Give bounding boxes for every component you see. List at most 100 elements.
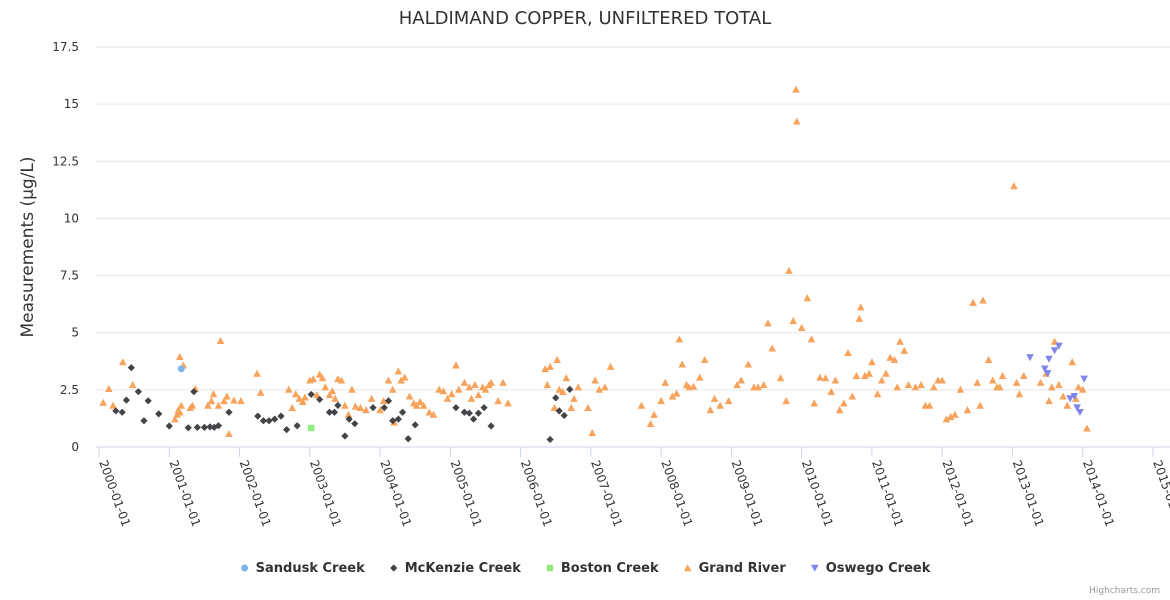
data-point-grand-river[interactable] <box>367 394 376 402</box>
data-point-grand-river[interactable] <box>979 296 987 304</box>
data-point-grand-river[interactable] <box>816 373 824 381</box>
data-point-grand-river[interactable] <box>890 355 899 363</box>
data-point-mckenzie-creek[interactable] <box>214 422 223 430</box>
data-point-grand-river[interactable] <box>668 392 677 400</box>
data-point-grand-river[interactable] <box>356 403 365 411</box>
data-point-oswego-creek[interactable] <box>1050 347 1059 355</box>
data-point-grand-river[interactable] <box>706 406 715 414</box>
data-point-grand-river[interactable] <box>405 392 414 400</box>
data-point-grand-river[interactable] <box>1063 401 1072 409</box>
data-point-grand-river[interactable] <box>984 355 993 363</box>
data-point-grand-river[interactable] <box>541 365 549 373</box>
data-point-grand-river[interactable] <box>171 415 179 423</box>
data-point-oswego-creek[interactable] <box>1043 370 1052 378</box>
data-point-grand-river[interactable] <box>325 391 334 399</box>
data-point-grand-river[interactable] <box>429 410 438 418</box>
data-point-grand-river[interactable] <box>588 429 597 437</box>
data-point-grand-river[interactable] <box>99 398 108 406</box>
data-point-mckenzie-creek[interactable] <box>200 423 208 431</box>
data-point-grand-river[interactable] <box>344 410 353 418</box>
data-point-grand-river[interactable] <box>650 410 658 418</box>
data-point-grand-river[interactable] <box>764 319 772 327</box>
data-point-grand-river[interactable] <box>1010 182 1018 190</box>
data-point-grand-river[interactable] <box>574 383 583 391</box>
data-point-grand-river[interactable] <box>911 383 920 391</box>
data-point-mckenzie-creek[interactable] <box>112 407 120 415</box>
data-point-mckenzie-creek[interactable] <box>398 408 407 416</box>
data-point-grand-river[interactable] <box>963 406 972 414</box>
data-point-mckenzie-creek[interactable] <box>165 422 173 430</box>
data-point-grand-river[interactable] <box>567 403 575 411</box>
data-point-mckenzie-creek[interactable] <box>254 412 262 420</box>
data-point-grand-river[interactable] <box>553 355 561 363</box>
data-point-grand-river[interactable] <box>313 391 321 399</box>
data-point-grand-river[interactable] <box>768 344 776 352</box>
legend-label-sandusk-creek[interactable]: Sandusk Creek <box>256 561 365 576</box>
data-point-grand-river[interactable] <box>856 303 865 311</box>
data-point-grand-river[interactable] <box>499 378 507 386</box>
data-point-grand-river[interactable] <box>601 383 609 391</box>
data-point-grand-river[interactable] <box>861 371 869 379</box>
data-point-mckenzie-creek[interactable] <box>206 423 214 431</box>
data-point-grand-river[interactable] <box>595 385 604 393</box>
data-point-grand-river[interactable] <box>348 385 356 393</box>
data-point-mckenzie-creek[interactable] <box>469 415 478 423</box>
data-point-grand-river[interactable] <box>128 381 137 389</box>
data-point-grand-river[interactable] <box>1071 394 1080 402</box>
data-point-grand-river[interactable] <box>481 385 490 393</box>
data-point-mckenzie-creek[interactable] <box>271 415 279 423</box>
data-point-grand-river[interactable] <box>223 392 231 400</box>
data-point-oswego-creek[interactable] <box>1040 365 1049 373</box>
legend-symbol-grand-river[interactable] <box>683 564 692 572</box>
data-point-grand-river[interactable] <box>893 383 902 391</box>
data-point-grand-river[interactable] <box>733 381 741 389</box>
data-point-grand-river[interactable] <box>467 394 476 402</box>
data-point-oswego-creek[interactable] <box>1055 342 1063 350</box>
data-point-grand-river[interactable] <box>109 401 117 409</box>
data-point-mckenzie-creek[interactable] <box>341 432 349 440</box>
data-point-grand-river[interactable] <box>1055 381 1063 389</box>
data-point-mckenzie-creek[interactable] <box>460 408 468 416</box>
data-point-oswego-creek[interactable] <box>1076 408 1084 417</box>
data-point-grand-river[interactable] <box>831 376 840 384</box>
data-point-mckenzie-creek[interactable] <box>225 408 233 416</box>
data-point-mckenzie-creek[interactable] <box>380 404 388 412</box>
data-point-grand-river[interactable] <box>900 346 909 354</box>
legend-symbol-boston-creek[interactable] <box>546 564 554 572</box>
legend-symbol-mckenzie-creek[interactable] <box>390 564 398 572</box>
data-point-grand-river[interactable] <box>400 373 409 381</box>
data-point-grand-river[interactable] <box>789 317 798 325</box>
data-point-grand-river[interactable] <box>298 397 307 406</box>
data-point-grand-river[interactable] <box>657 397 665 405</box>
data-point-grand-river[interactable] <box>494 397 502 405</box>
data-point-grand-river[interactable] <box>877 376 886 384</box>
data-point-grand-river[interactable] <box>176 352 184 361</box>
data-point-grand-river[interactable] <box>976 401 984 409</box>
data-point-grand-river[interactable] <box>1048 383 1056 391</box>
data-point-mckenzie-creek[interactable] <box>384 397 393 405</box>
data-point-grand-river[interactable] <box>710 394 719 402</box>
legend-item-sandusk-creek[interactable]: Sandusk Creek <box>241 561 365 576</box>
data-point-grand-river[interactable] <box>309 375 318 383</box>
data-point-mckenzie-creek[interactable] <box>293 422 301 430</box>
data-point-grand-river[interactable] <box>351 402 360 410</box>
data-point-grand-river[interactable] <box>844 349 852 357</box>
data-point-mckenzie-creek[interactable] <box>560 411 568 420</box>
data-point-grand-river[interactable] <box>419 401 428 409</box>
data-point-grand-river[interactable] <box>1019 371 1028 379</box>
data-point-grand-river[interactable] <box>119 358 127 366</box>
data-point-grand-river[interactable] <box>546 362 554 370</box>
data-point-grand-river[interactable] <box>543 381 552 389</box>
data-point-grand-river[interactable] <box>379 397 388 405</box>
legend-label-grand-river[interactable]: Grand River <box>699 561 787 576</box>
data-point-grand-river[interactable] <box>384 376 393 384</box>
data-point-grand-river[interactable] <box>785 266 793 274</box>
data-point-grand-river[interactable] <box>797 323 806 331</box>
data-point-grand-river[interactable] <box>291 390 300 398</box>
data-point-grand-river[interactable] <box>886 353 895 361</box>
data-point-mckenzie-creek[interactable] <box>487 422 495 430</box>
data-point-grand-river[interactable] <box>737 376 746 384</box>
data-point-grand-river[interactable] <box>661 378 670 386</box>
data-point-grand-river[interactable] <box>425 408 434 416</box>
data-point-grand-river[interactable] <box>700 355 709 363</box>
